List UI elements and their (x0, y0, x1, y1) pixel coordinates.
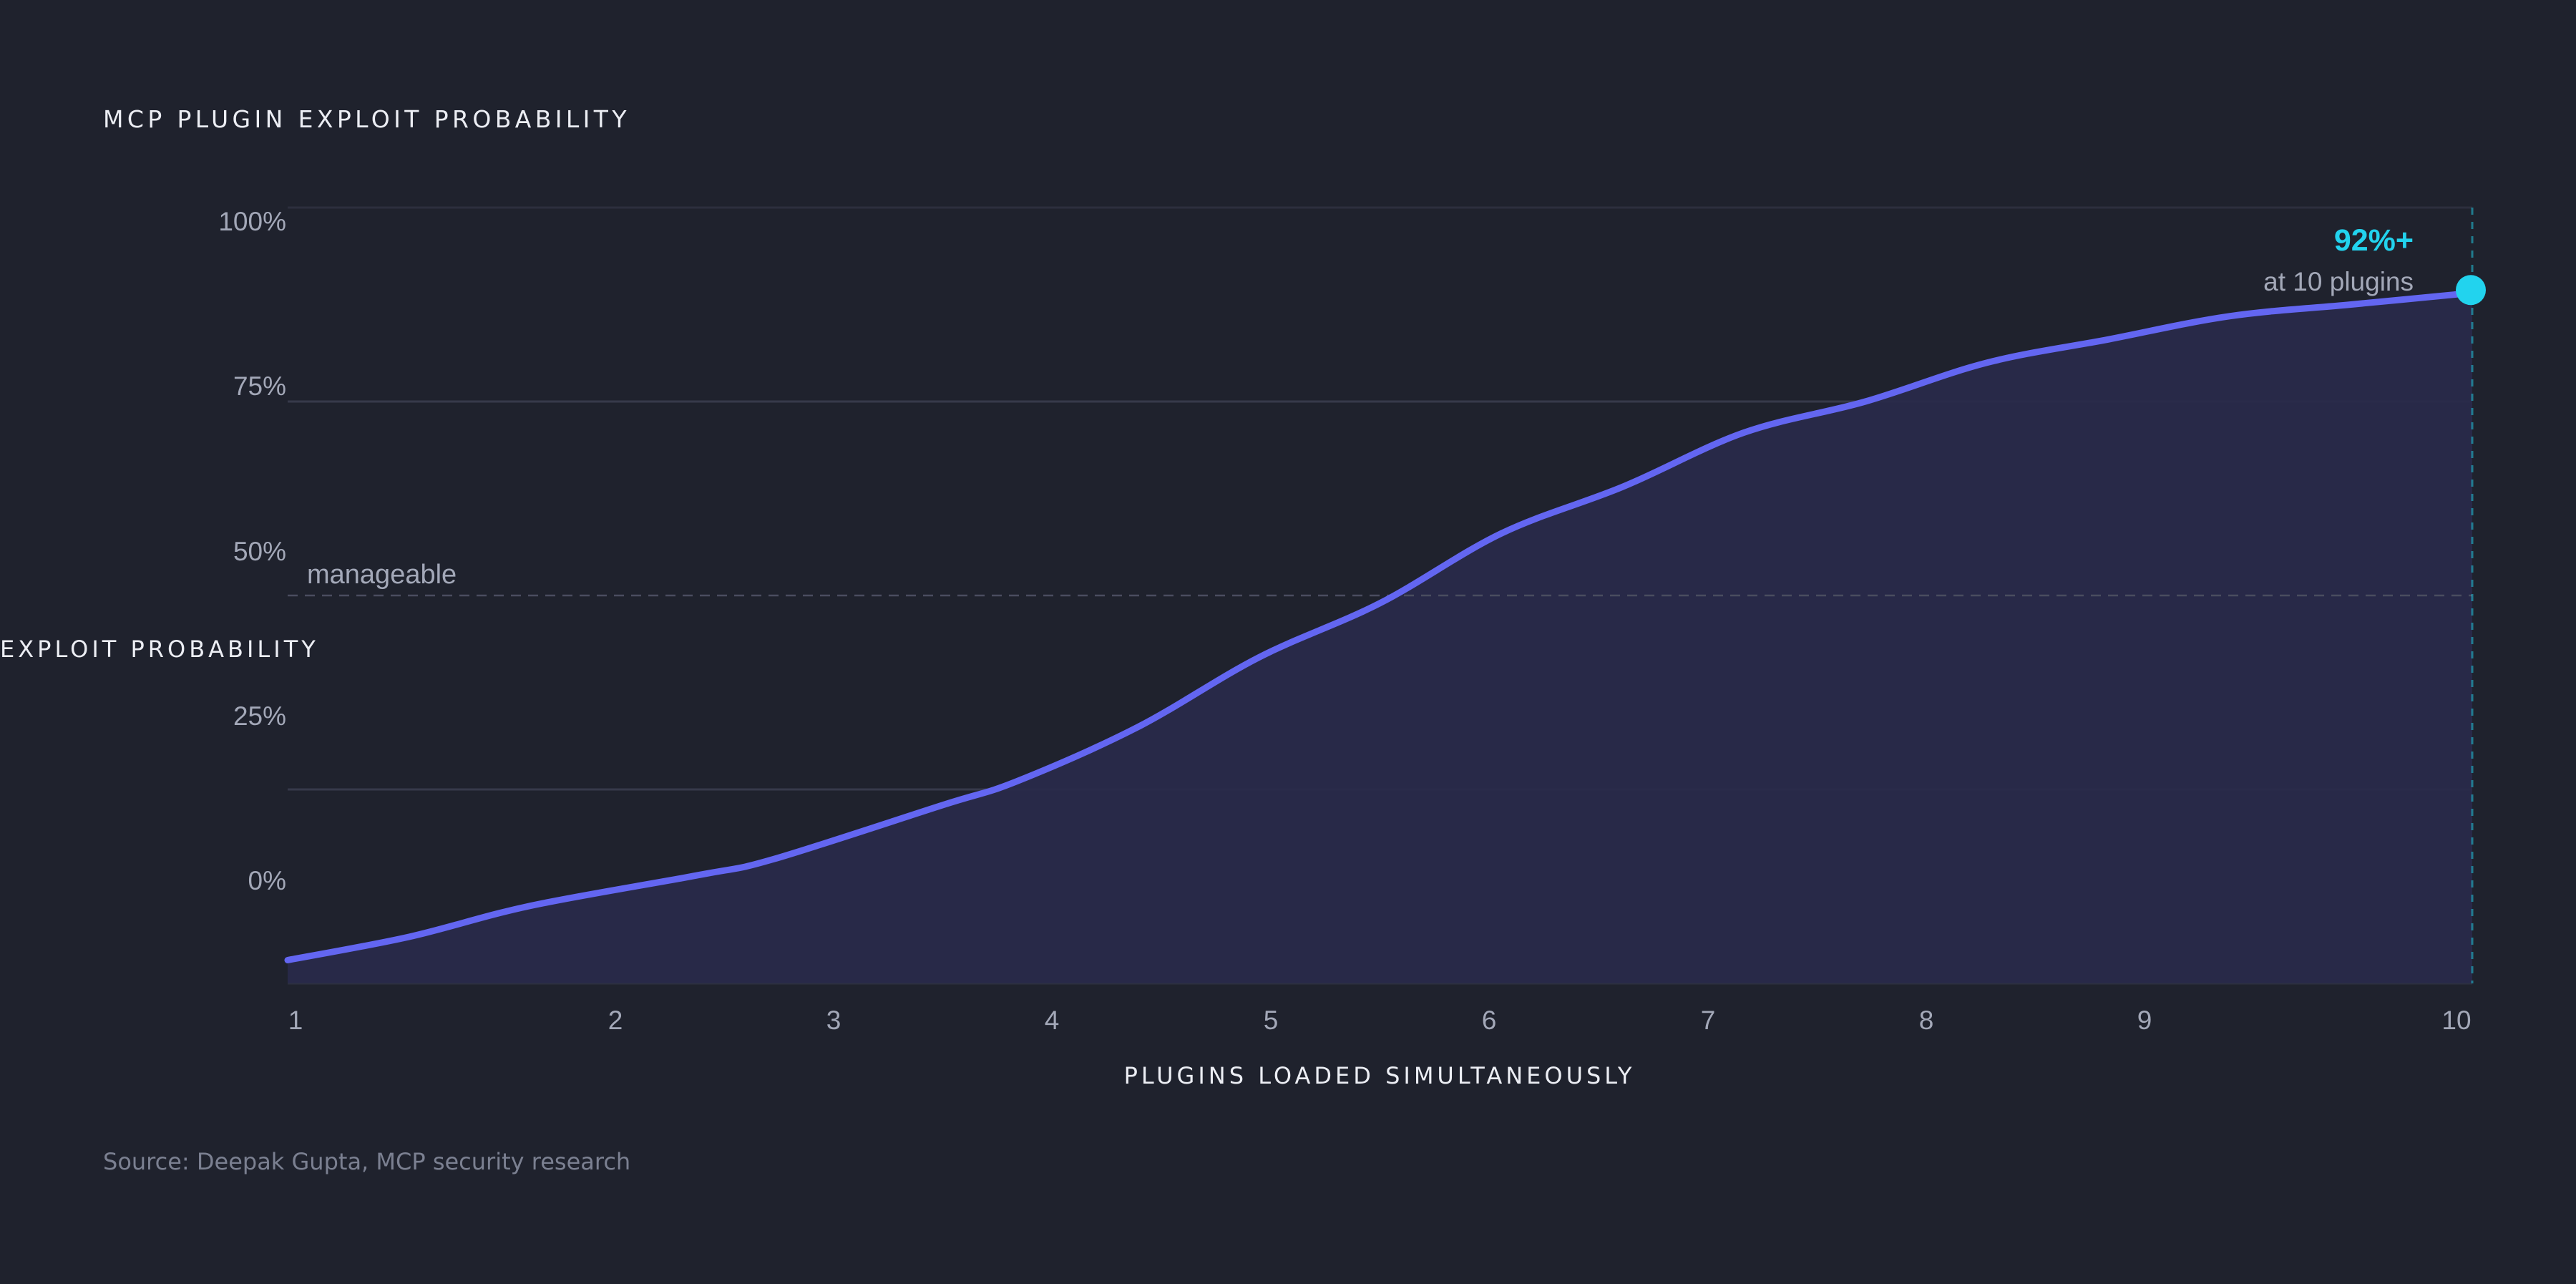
source-note: Source: Deepak Gupta, MCP security resea… (103, 1148, 630, 1175)
x-tick-label: 10 (2441, 1006, 2471, 1035)
area-fill (288, 293, 2472, 983)
x-tick-label: 3 (826, 1006, 841, 1035)
x-tick-label: 1 (288, 1006, 303, 1035)
series-layer (284, 289, 2476, 963)
y-tick-labels: 100% 75% 50% 25% 0% (218, 207, 286, 895)
x-tick-label: 8 (1919, 1006, 1934, 1035)
x-tick-label: 4 (1045, 1006, 1060, 1035)
reference-line-group: manageable (288, 560, 2472, 597)
x-tick-label: 9 (2137, 1006, 2152, 1035)
y-tick-label: 0% (248, 866, 286, 895)
y-tick-label: 100% (218, 207, 286, 236)
y-tick-label: 50% (233, 537, 286, 566)
callout-group: 92%+ at 10 plugins (2263, 208, 2486, 983)
x-tick-label: 5 (1264, 1006, 1279, 1035)
y-tick-label: 25% (233, 701, 286, 731)
y-tick-label: 75% (233, 371, 286, 401)
end-point-marker (2456, 275, 2486, 306)
reference-line-label: manageable (307, 560, 457, 590)
x-tick-labels: 1 2 3 4 5 6 7 8 9 10 (288, 1006, 2472, 1035)
callout-value: 92%+ (2334, 223, 2414, 258)
x-tick-label: 6 (1482, 1006, 1497, 1035)
callout-label: at 10 plugins (2263, 267, 2414, 296)
y-axis-title: EXPLOIT PROBABILITY (0, 636, 319, 663)
chart-title: MCP PLUGIN EXPLOIT PROBABILITY (103, 105, 630, 133)
x-tick-label: 2 (608, 1006, 623, 1035)
area-layer (288, 293, 2472, 983)
x-tick-label: 7 (1701, 1006, 1716, 1035)
series-line (284, 289, 2476, 963)
x-axis-title: PLUGINS LOADED SIMULTANEOUSLY (1124, 1062, 1636, 1089)
